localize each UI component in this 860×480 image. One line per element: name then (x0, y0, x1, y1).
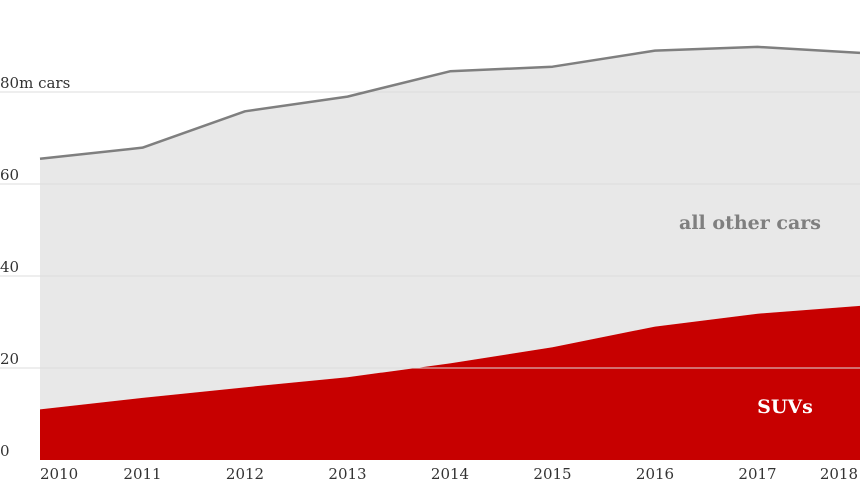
x-tick-label: 2018 (820, 465, 858, 480)
series-label-all-other-cars: all other cars (679, 212, 821, 234)
y-tick-label: 20 (0, 350, 19, 368)
x-axis-ticks: 2010 2011 2012 2013 2014 2015 2016 2017 2018 (40, 465, 858, 480)
x-tick-label: 2017 (738, 465, 776, 480)
x-tick-label: 2011 (123, 465, 161, 480)
y-tick-label: 80m cars (0, 74, 70, 92)
y-tick-label: 0 (0, 442, 10, 460)
y-tick-label: 40 (0, 258, 19, 276)
area-suvs (40, 305, 860, 460)
x-tick-label: 2015 (533, 465, 571, 480)
series-label-suvs: SUVs (757, 396, 813, 418)
x-tick-label: 2016 (636, 465, 674, 480)
x-tick-label: 2013 (328, 465, 366, 480)
total-cars-line (39, 45, 860, 160)
y-tick-label: 60 (0, 166, 19, 184)
areas (40, 46, 860, 460)
area-all-other-cars (40, 46, 860, 410)
series-labels: all other cars SUVs (679, 212, 821, 418)
x-tick-label: 2014 (431, 465, 469, 480)
x-tick-label: 2010 (40, 465, 78, 480)
y-axis-ticks: 0 20 40 60 80m cars (0, 74, 70, 460)
total-line-layer (39, 45, 860, 160)
x-tick-label: 2012 (226, 465, 264, 480)
